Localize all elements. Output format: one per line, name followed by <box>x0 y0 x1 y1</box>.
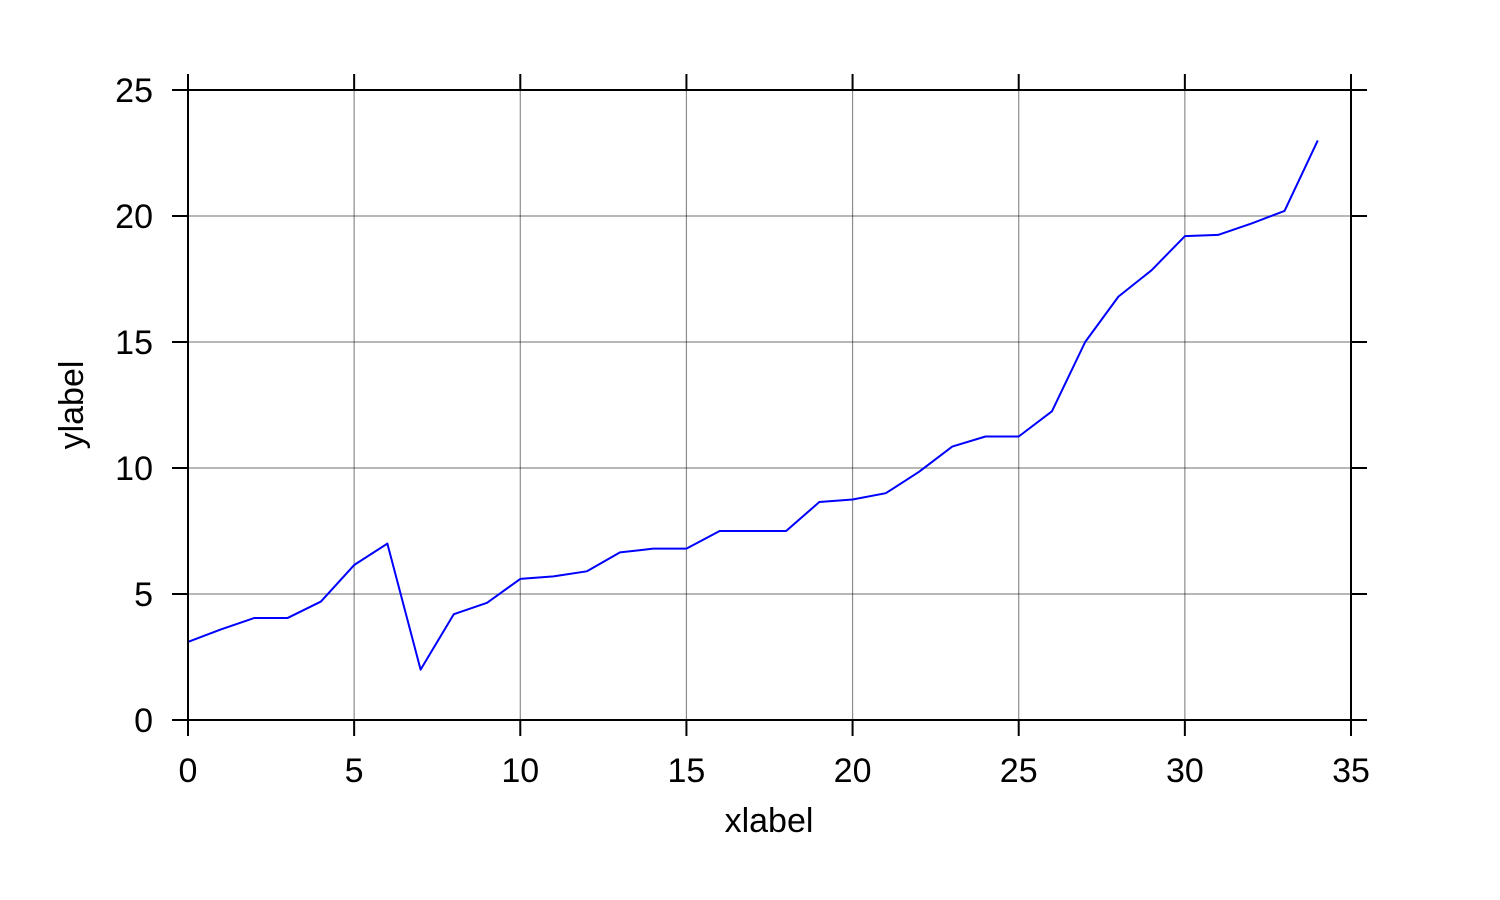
plot-frame <box>187 89 1352 721</box>
y-tick-label: 25 <box>115 72 153 110</box>
y-tick-labels: 0 5 10 15 20 25 <box>115 72 153 740</box>
x-tick-label: 0 <box>179 752 198 790</box>
y-tick-label: 10 <box>115 450 153 488</box>
grid-lines <box>188 90 1351 720</box>
x-tick-label: 15 <box>668 752 706 790</box>
x-tick-label: 10 <box>501 752 539 790</box>
series-line <box>187 139 1319 671</box>
y-tick-label: 15 <box>115 324 153 362</box>
x-tick-label: 30 <box>1166 752 1204 790</box>
x-axis-label: xlabel <box>725 802 814 840</box>
x-tick-labels: 0 5 10 15 20 25 30 35 <box>179 752 1370 790</box>
x-tick-label: 25 <box>1000 752 1038 790</box>
x-tick-label: 20 <box>834 752 872 790</box>
x-tick-label: 35 <box>1332 752 1370 790</box>
series-layer <box>187 139 1319 671</box>
y-axis-label: ylabel <box>53 361 91 450</box>
y-tick-label: 20 <box>115 198 153 236</box>
y-tick-label: 0 <box>134 702 153 740</box>
y-tick-label: 5 <box>134 576 153 614</box>
x-tick-label: 5 <box>345 752 364 790</box>
axis-ticks <box>172 74 1367 736</box>
